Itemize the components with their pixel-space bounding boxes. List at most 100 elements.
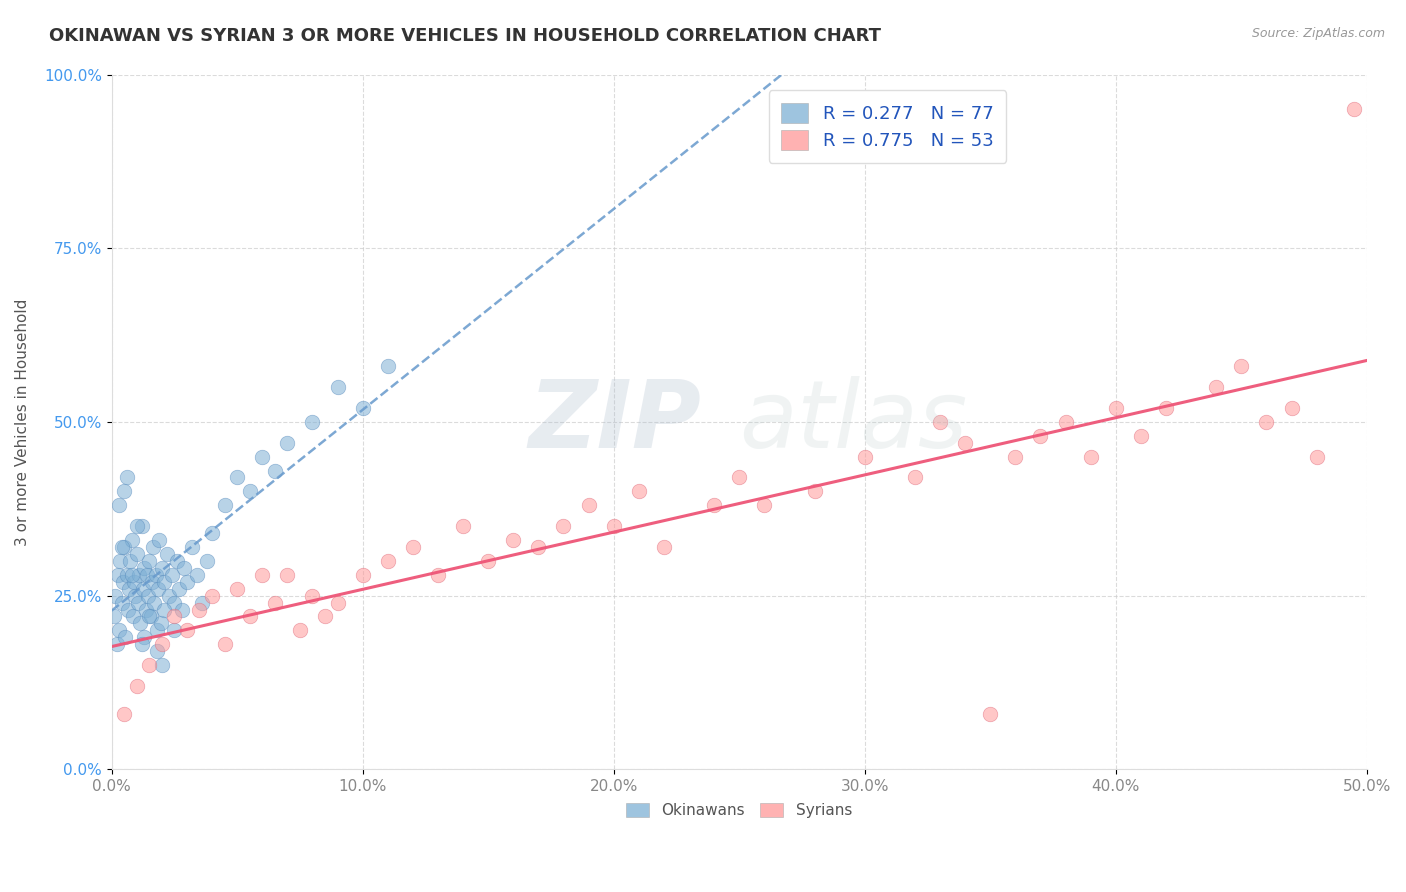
- Point: [602, 519, 624, 533]
- Point: [170, 602, 193, 616]
- Point: [138, 609, 160, 624]
- Legend: Okinawans, Syrians: Okinawans, Syrians: [620, 797, 858, 824]
- Point: [1004, 450, 1026, 464]
- Point: [112, 540, 135, 554]
- Point: [150, 561, 173, 575]
- Point: [129, 616, 152, 631]
- Point: [252, 567, 274, 582]
- Point: [352, 401, 374, 415]
- Point: [186, 567, 208, 582]
- Point: [117, 602, 139, 616]
- Point: [125, 519, 148, 533]
- Text: OKINAWAN VS SYRIAN 3 OR MORE VEHICLES IN HOUSEHOLD CORRELATION CHART: OKINAWAN VS SYRIAN 3 OR MORE VEHICLES IN…: [49, 27, 882, 45]
- Point: [188, 602, 211, 616]
- Point: [1281, 401, 1303, 415]
- Point: [131, 637, 153, 651]
- Point: [122, 574, 145, 589]
- Point: [214, 498, 236, 512]
- Point: [326, 380, 349, 394]
- Point: [142, 540, 165, 554]
- Point: [120, 554, 142, 568]
- Point: [127, 596, 149, 610]
- Point: [136, 589, 159, 603]
- Point: [477, 554, 499, 568]
- Point: [929, 415, 952, 429]
- Point: [134, 602, 156, 616]
- Point: [107, 567, 129, 582]
- Point: [134, 630, 156, 644]
- Point: [578, 498, 600, 512]
- Point: [502, 533, 524, 547]
- Point: [288, 624, 311, 638]
- Point: [118, 582, 141, 596]
- Point: [108, 498, 131, 512]
- Y-axis label: 3 or more Vehicles in Household: 3 or more Vehicles in Household: [15, 298, 30, 546]
- Point: [163, 609, 186, 624]
- Point: [138, 554, 160, 568]
- Point: [201, 526, 224, 541]
- Point: [108, 624, 131, 638]
- Point: [153, 574, 176, 589]
- Point: [163, 596, 186, 610]
- Point: [105, 637, 128, 651]
- Point: [1105, 401, 1128, 415]
- Point: [121, 533, 143, 547]
- Point: [728, 470, 751, 484]
- Point: [1230, 359, 1253, 374]
- Point: [276, 435, 298, 450]
- Point: [426, 567, 449, 582]
- Point: [239, 484, 262, 499]
- Point: [191, 596, 214, 610]
- Point: [352, 567, 374, 582]
- Point: [226, 582, 249, 596]
- Text: Source: ZipAtlas.com: Source: ZipAtlas.com: [1251, 27, 1385, 40]
- Point: [111, 574, 134, 589]
- Point: [148, 533, 170, 547]
- Point: [301, 415, 323, 429]
- Point: [121, 567, 143, 582]
- Point: [953, 435, 976, 450]
- Point: [377, 554, 399, 568]
- Point: [149, 616, 172, 631]
- Point: [1205, 380, 1227, 394]
- Point: [153, 602, 176, 616]
- Point: [326, 596, 349, 610]
- Point: [115, 567, 138, 582]
- Point: [138, 658, 160, 673]
- Point: [1305, 450, 1327, 464]
- Point: [276, 567, 298, 582]
- Point: [301, 589, 323, 603]
- Point: [1054, 415, 1077, 429]
- Point: [143, 596, 166, 610]
- Point: [853, 450, 876, 464]
- Point: [451, 519, 474, 533]
- Point: [1256, 415, 1278, 429]
- Point: [135, 567, 157, 582]
- Point: [239, 609, 262, 624]
- Point: [150, 637, 173, 651]
- Point: [146, 582, 169, 596]
- Point: [1129, 429, 1152, 443]
- Point: [150, 658, 173, 673]
- Point: [979, 706, 1001, 721]
- Point: [176, 624, 198, 638]
- Point: [176, 574, 198, 589]
- Point: [252, 450, 274, 464]
- Point: [111, 596, 134, 610]
- Point: [110, 554, 132, 568]
- Point: [128, 567, 150, 582]
- Point: [146, 644, 169, 658]
- Point: [104, 589, 127, 603]
- Point: [627, 484, 650, 499]
- Point: [125, 547, 148, 561]
- Point: [904, 470, 927, 484]
- Point: [169, 582, 191, 596]
- Point: [377, 359, 399, 374]
- Point: [122, 609, 145, 624]
- Point: [1080, 450, 1102, 464]
- Point: [226, 470, 249, 484]
- Point: [181, 540, 204, 554]
- Point: [146, 624, 169, 638]
- Point: [1029, 429, 1052, 443]
- Point: [157, 589, 180, 603]
